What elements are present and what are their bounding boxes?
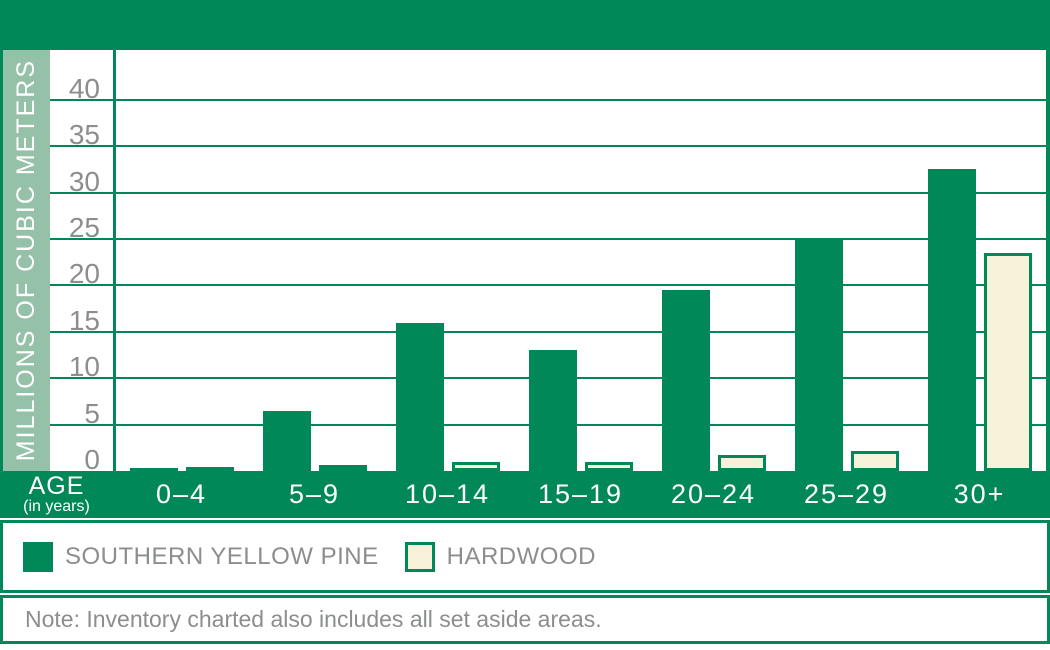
y-tick-label-15: 15 xyxy=(68,304,100,336)
x-axis-subtitle: (in years) xyxy=(23,498,90,515)
x-tick-label-10–14: 10–14 xyxy=(404,479,491,509)
bar-southern-yellow-pine-25–29 xyxy=(794,239,843,471)
y-axis-title-strip: MILLIONS OF CUBIC METERS xyxy=(3,50,50,471)
legend: SOUTHERN YELLOW PINE HARDWOOD xyxy=(0,520,1050,593)
bar-hardwood-30+ xyxy=(983,253,1032,471)
bar-hardwood-15–19 xyxy=(584,462,633,471)
y-tick-label-40: 40 xyxy=(68,72,100,104)
x-tick-label-5–9: 5–9 xyxy=(288,479,341,509)
bar-hardwood-25–29 xyxy=(850,451,899,471)
y-tick-label-10: 10 xyxy=(68,351,100,383)
y-tick-label-0: 0 xyxy=(84,444,100,475)
gridline-30 xyxy=(50,191,1046,194)
gridline-15 xyxy=(50,330,1046,333)
gridline-25 xyxy=(50,238,1046,240)
right-border-strip xyxy=(1046,50,1050,471)
note-text: Note: Inventory charted also includes al… xyxy=(25,606,602,632)
x-axis-title-block: AGE (in years) xyxy=(0,472,113,516)
bar-southern-yellow-pine-20–24 xyxy=(661,290,710,471)
x-axis-band xyxy=(0,471,1050,518)
x-tick-label-15–19: 15–19 xyxy=(537,479,624,509)
legend-label-hardwood: HARDWOOD xyxy=(446,542,596,570)
legend-swatch-southern-yellow-pine xyxy=(23,541,53,572)
y-tick-label-30: 30 xyxy=(68,165,100,197)
x-tick-label-20–24: 20–24 xyxy=(670,479,757,509)
x-tick-label-30+: 30+ xyxy=(953,479,1006,509)
header-band xyxy=(0,0,1050,50)
x-tick-label-25–29: 25–29 xyxy=(803,479,890,509)
y-axis-line xyxy=(113,50,116,471)
legend-swatch-hardwood xyxy=(404,541,435,572)
y-tick-label-20: 20 xyxy=(68,258,100,290)
y-axis-title: MILLIONS OF CUBIC METERS xyxy=(12,59,40,462)
bar-southern-yellow-pine-10–14 xyxy=(395,323,444,471)
bar-southern-yellow-pine-0–4 xyxy=(129,468,178,471)
bar-southern-yellow-pine-15–19 xyxy=(528,350,577,471)
bar-southern-yellow-pine-5–9 xyxy=(262,411,311,471)
bar-hardwood-10–14 xyxy=(451,462,500,471)
gridline-20 xyxy=(50,284,1046,287)
bar-hardwood-20–24 xyxy=(717,455,766,471)
left-border-strip xyxy=(0,50,3,471)
note-box: Note: Inventory charted also includes al… xyxy=(0,595,1050,644)
gridline-40 xyxy=(50,98,1046,101)
gridline-35 xyxy=(50,145,1046,148)
y-tick-label-5: 5 xyxy=(84,397,100,429)
x-tick-label-0–4: 0–4 xyxy=(155,479,208,509)
bar-hardwood-5–9 xyxy=(318,465,367,471)
bar-southern-yellow-pine-30+ xyxy=(927,169,976,471)
x-axis-title: AGE xyxy=(28,472,85,500)
y-tick-label-25: 25 xyxy=(68,212,100,243)
legend-label-southern-yellow-pine: SOUTHERN YELLOW PINE xyxy=(65,542,379,570)
y-tick-label-35: 35 xyxy=(68,119,100,151)
